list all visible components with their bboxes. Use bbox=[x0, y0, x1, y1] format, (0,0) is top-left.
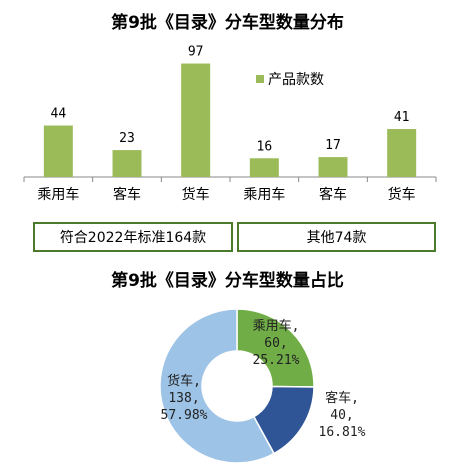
bar-legend: 产品款数 bbox=[256, 72, 324, 88]
donut-chart: 乘用车, 60, 25.21% 客车, 40, 16.81% 货车, 138, 57.98% bbox=[159, 308, 366, 464]
bar bbox=[181, 63, 211, 178]
bar-value-label: 17 bbox=[325, 138, 341, 153]
x-tick-label: 货车 bbox=[388, 186, 416, 203]
legend-swatch bbox=[256, 75, 264, 83]
bar bbox=[249, 158, 279, 177]
x-tick-label: 客车 bbox=[113, 186, 141, 203]
group-label-other: 其他74款 bbox=[237, 222, 436, 252]
donut-slice-label: 货车, 138, 57.98% bbox=[161, 373, 208, 423]
legend-label: 产品款数 bbox=[268, 72, 324, 88]
bar-chart-title: 第9批《目录》分车型数量分布 bbox=[111, 13, 344, 33]
bar-value-label: 44 bbox=[51, 107, 67, 122]
donut-slice bbox=[159, 308, 276, 464]
x-tick-label: 客车 bbox=[319, 186, 347, 203]
bar-value-label: 16 bbox=[257, 139, 273, 154]
bar-value-label: 97 bbox=[188, 45, 204, 60]
bar bbox=[387, 129, 417, 177]
bar-value-label: 23 bbox=[119, 131, 135, 146]
x-tick-label: 乘用车 bbox=[243, 186, 285, 203]
bar-chart: 44 乘用车 23 客车 97 货车 16 乘用车 17 客车 41 货车 bbox=[23, 45, 437, 203]
group-label-2022-standard: 符合2022年标准164款 bbox=[33, 222, 233, 252]
bar bbox=[43, 125, 73, 177]
bar-value-label: 41 bbox=[394, 110, 410, 125]
bar bbox=[318, 157, 348, 177]
x-tick-label: 货车 bbox=[182, 186, 210, 203]
x-tick-label: 乘用车 bbox=[37, 186, 79, 203]
donut-slice-label: 客车, 40, 16.81% bbox=[319, 390, 366, 440]
donut-slice-label: 乘用车, 60, 25.21% bbox=[253, 318, 300, 368]
donut-chart-title: 第9批《目录》分车型数量占比 bbox=[111, 271, 344, 291]
bar bbox=[112, 150, 142, 177]
donut-slice bbox=[236, 308, 315, 388]
